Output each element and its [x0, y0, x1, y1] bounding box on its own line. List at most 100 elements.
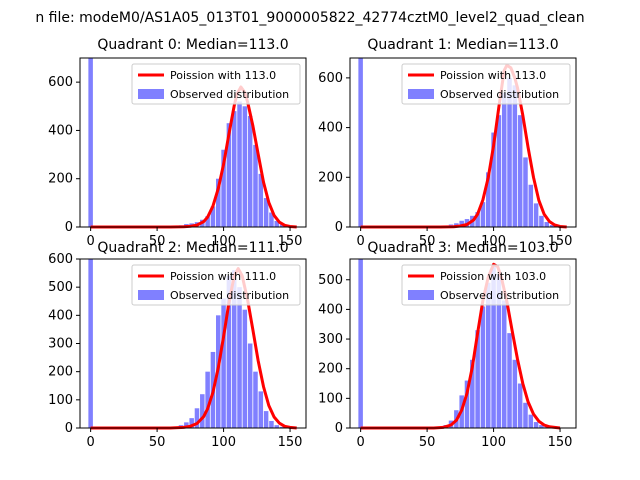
legend-box	[131, 63, 301, 105]
histogram-bar	[485, 172, 491, 227]
histogram-bar	[88, 259, 93, 428]
y-tick-label: 0	[65, 220, 73, 235]
histogram-bar	[496, 115, 502, 227]
x-tick-label: 0	[86, 435, 94, 450]
histogram-bar	[253, 371, 258, 428]
y-tick-label: 200	[318, 362, 343, 377]
x-tick-label: 50	[419, 435, 436, 450]
histogram-bar	[237, 101, 242, 227]
histogram-bar	[269, 420, 274, 428]
histogram-bar	[269, 212, 274, 227]
y-tick-label: 400	[318, 121, 343, 136]
histogram-bar	[491, 264, 496, 428]
y-tick-label: 200	[318, 170, 343, 185]
histogram-bar	[523, 157, 528, 227]
x-tick-label: 100	[481, 435, 506, 450]
histogram-bar	[517, 383, 523, 428]
histogram-bar	[231, 270, 237, 428]
legend-label-observed: Observed distribution	[170, 289, 289, 302]
histogram-bar	[512, 85, 518, 228]
y-tick-label: 500	[318, 273, 343, 288]
histogram-bar	[88, 58, 93, 227]
histogram-bar	[274, 220, 280, 227]
histogram-bar	[231, 111, 237, 227]
legend: Poission with 111.0 Observed distribution	[131, 264, 301, 306]
figure-suptitle: n file: modeM0/AS1A05_013T01_9000005822_…	[35, 10, 584, 26]
legend-box	[401, 63, 571, 105]
histogram-bar	[247, 115, 253, 227]
histogram-bar	[533, 422, 539, 428]
histogram-bar	[507, 333, 512, 428]
histogram-bar	[263, 411, 269, 428]
histogram-bar	[475, 212, 480, 227]
histogram-bar	[528, 414, 534, 428]
y-tick-label: 200	[48, 365, 73, 380]
x-tick-label: 50	[419, 234, 436, 249]
y-tick-label: 600	[318, 71, 343, 86]
legend-label-poisson: Poission with 113.0	[440, 69, 546, 82]
histogram-bar	[274, 425, 280, 428]
histogram-bar	[507, 77, 512, 227]
y-tick-label: 600	[48, 252, 73, 267]
legend: Poission with 103.0 Observed distribution	[401, 264, 571, 306]
histogram-bar	[221, 149, 226, 227]
histogram-bar	[459, 220, 464, 227]
y-tick-label: 0	[335, 220, 343, 235]
histogram-bar	[475, 330, 480, 428]
y-tick-label: 100	[48, 393, 73, 408]
histogram-bar	[480, 306, 486, 428]
x-tick-label: 0	[86, 234, 94, 249]
histogram-bar	[528, 184, 534, 227]
histogram-bar	[205, 216, 210, 227]
histogram-bar	[501, 92, 507, 227]
histogram-bar	[358, 58, 363, 227]
x-tick-label: 100	[211, 435, 236, 450]
x-tick-label: 100	[211, 234, 236, 249]
histogram-bar	[200, 394, 205, 428]
histogram-bar	[539, 425, 544, 428]
histogram-bar	[247, 343, 253, 428]
axes-frame	[349, 258, 577, 429]
y-tick-label: 0	[65, 421, 73, 436]
y-tick-label: 500	[48, 280, 73, 295]
y-tick-label: 400	[318, 302, 343, 317]
histogram-bar	[539, 215, 544, 227]
chart-panel-quadrant-0: 0 50 100 150 0 200 400 600 Poission with 113.0 Ob…	[48, 37, 307, 249]
histogram-bar	[480, 202, 486, 227]
axes-frame	[349, 57, 577, 228]
histogram-bar	[226, 123, 232, 227]
y-tick-label: 300	[48, 337, 73, 352]
legend-label-observed: Observed distribution	[170, 88, 289, 101]
x-tick-label: 50	[149, 234, 166, 249]
histogram-bar	[549, 225, 555, 227]
chart-title: Quadrant 0: Median=113.0	[97, 37, 288, 53]
x-tick-label: 50	[149, 435, 166, 450]
histogram-bar	[485, 282, 491, 428]
y-tick-label: 400	[48, 308, 73, 323]
histogram-bar	[470, 359, 475, 428]
histogram-bar	[512, 359, 518, 428]
histogram-bar	[358, 259, 363, 428]
legend-hist-swatch	[408, 290, 434, 300]
x-tick-label: 100	[481, 234, 506, 249]
x-tick-label: 0	[356, 435, 364, 450]
chart-title: Quadrant 3: Median=103.0	[367, 240, 558, 256]
y-tick-label: 400	[48, 123, 73, 138]
legend-label-poisson: Poission with 103.0	[440, 270, 546, 283]
legend: Poission with 113.0 Observed distribution	[131, 63, 301, 105]
chart-panel-quadrant-1: 0 50 100 150 0 200 400 600 Poission with 113.0 Ob…	[318, 37, 577, 249]
chart-title: Quadrant 1: Median=113.0	[367, 37, 558, 53]
axes-frame	[79, 57, 307, 228]
histogram-bar	[496, 273, 502, 428]
x-tick-label: 150	[548, 234, 573, 249]
histogram-bar	[226, 275, 232, 428]
x-tick-label: 0	[356, 234, 364, 249]
legend-label-observed: Observed distribution	[440, 88, 559, 101]
x-tick-label: 150	[278, 234, 303, 249]
histogram-bar	[501, 300, 507, 428]
chart-panel-quadrant-3: 0 50 100 150 0 100 200 300 400 500 Poission with 1…	[318, 240, 577, 450]
y-tick-label: 0	[335, 421, 343, 436]
histogram-bar	[221, 298, 226, 428]
legend: Poission with 113.0 Observed distribution	[401, 63, 571, 105]
